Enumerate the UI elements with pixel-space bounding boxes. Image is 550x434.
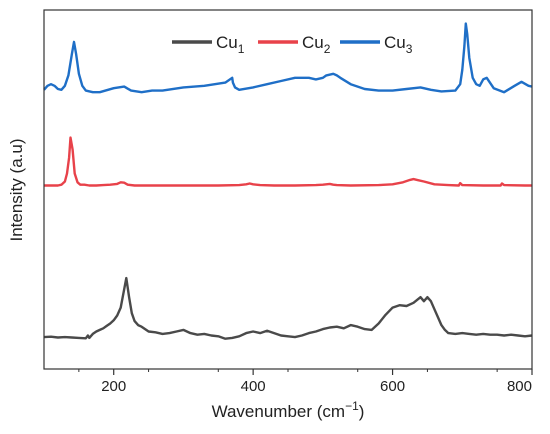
series-line-cu2: [44, 136, 532, 187]
x-axis-title-sup: −1: [345, 399, 359, 413]
x-tick-label: 400: [241, 378, 266, 395]
x-axis-ticks: 200 400 600 800: [78, 369, 533, 395]
x-tick-label: 200: [101, 378, 126, 395]
x-tick-label: 800: [507, 378, 532, 395]
x-axis-title: Wavenumber (cm−1): [212, 399, 365, 421]
x-axis-title-close: ): [359, 402, 365, 421]
plot-area: [43, 22, 533, 340]
series-line-cu1: [43, 276, 533, 340]
legend-label-cu3: Cu3: [384, 33, 413, 56]
x-tick-label: 600: [380, 378, 405, 395]
series-line-cu3: [43, 22, 533, 94]
legend-label-cu2: Cu2: [302, 33, 331, 56]
legend: Cu1 Cu2 Cu3: [172, 33, 413, 56]
legend-label-cu1: Cu1: [216, 33, 245, 56]
x-axis-title-main: Wavenumber (cm: [212, 402, 346, 421]
y-axis-title: Intensity (a.u): [7, 139, 26, 242]
